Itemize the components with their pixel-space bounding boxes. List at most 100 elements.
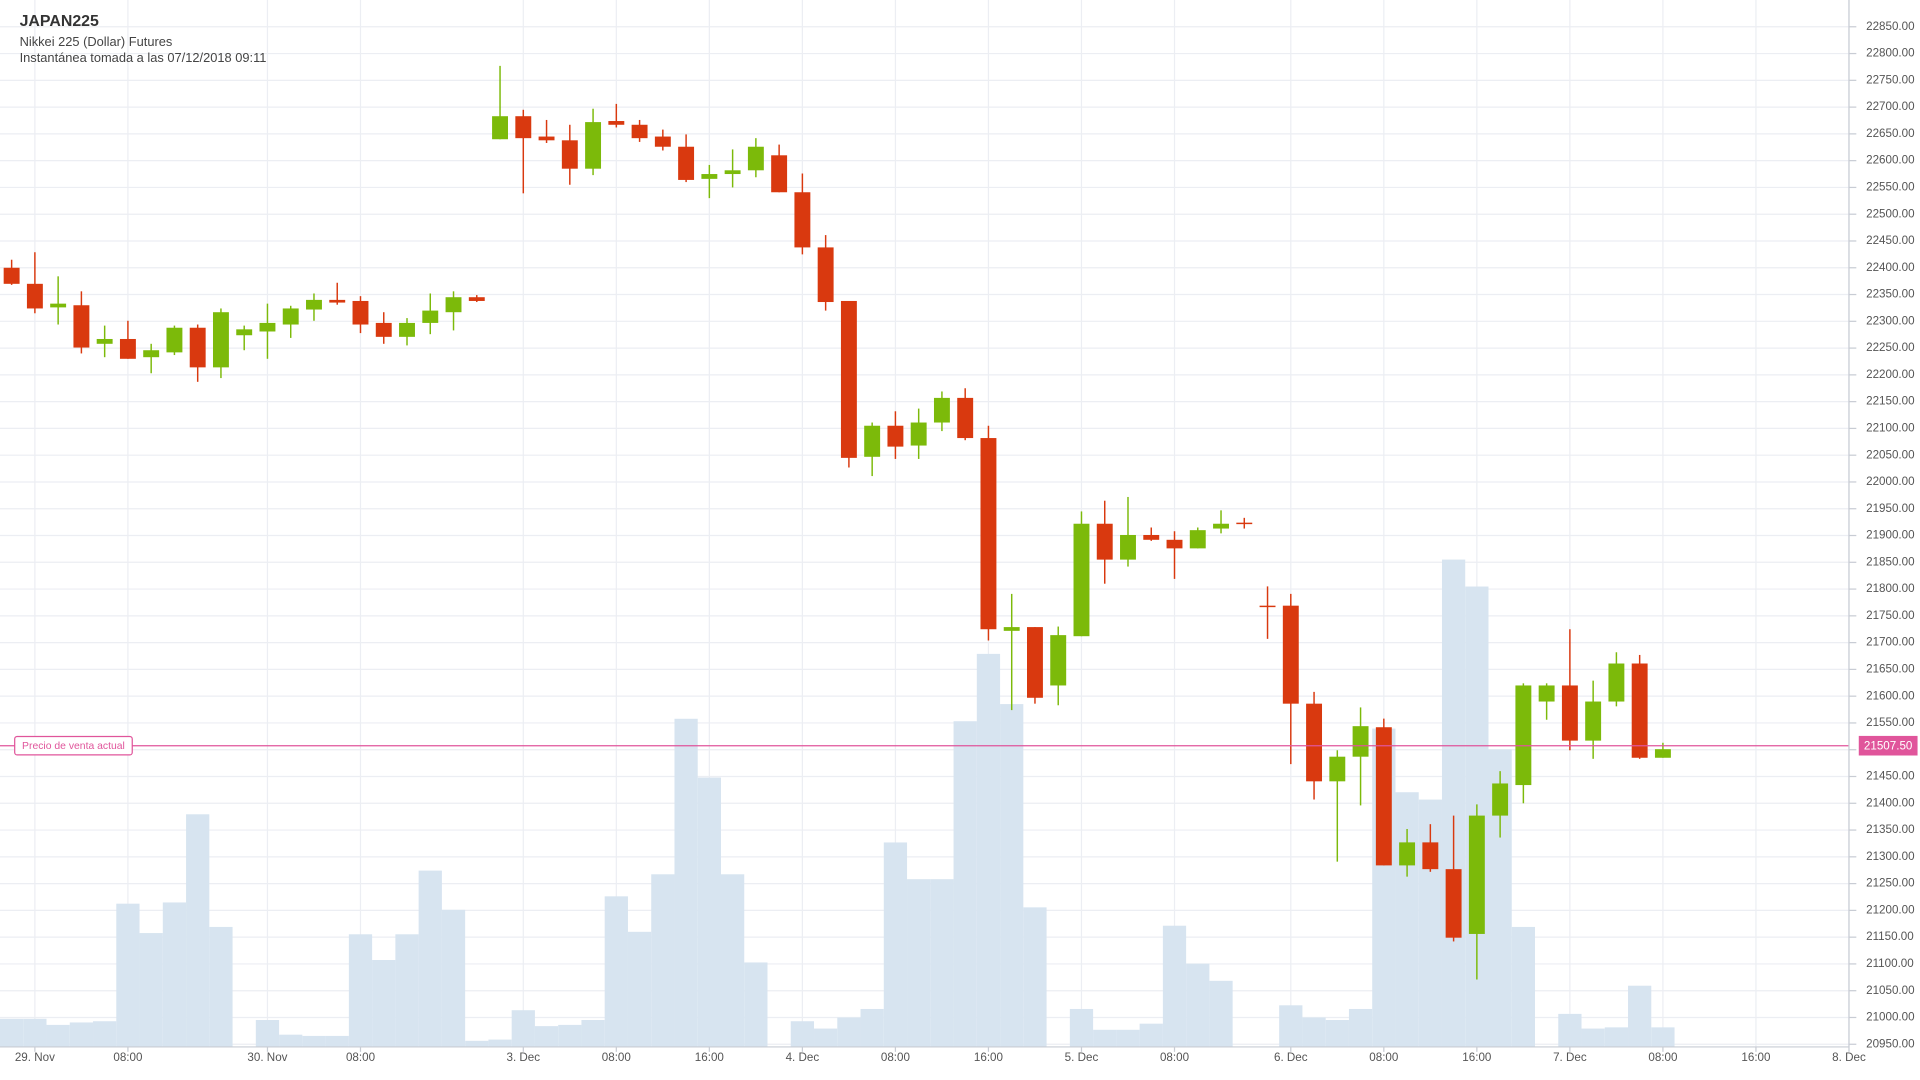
y-tick-label: 22750.00 (1866, 73, 1915, 86)
y-tick-label: 20950.00 (1866, 1037, 1915, 1050)
volume-bar (69, 1022, 94, 1047)
candle-body (399, 322, 415, 337)
y-tick-label: 21600.00 (1866, 689, 1915, 702)
volume-bar (302, 1035, 326, 1047)
candle-body (817, 247, 834, 303)
volume-bar (1093, 1029, 1117, 1047)
x-tick-label: 30. Nov (247, 1051, 287, 1064)
volume-bar (418, 870, 442, 1047)
candle-body (1096, 523, 1113, 560)
x-tick-label: 6. Dec (1274, 1051, 1308, 1064)
x-tick-label: 16:00 (1462, 1051, 1492, 1064)
x-tick-label: 4. Dec (786, 1051, 820, 1064)
y-tick-label: 21000.00 (1866, 1011, 1915, 1024)
y-tick-label: 22400.00 (1866, 261, 1915, 274)
volume-bar (860, 1008, 884, 1047)
y-tick-label: 22050.00 (1866, 448, 1915, 461)
y-tick-label: 22200.00 (1866, 368, 1915, 381)
volume-bar (348, 934, 373, 1047)
volume-bar (1162, 925, 1187, 1047)
volume-bar (1116, 1029, 1140, 1047)
volume-bar (23, 1018, 47, 1047)
candle-body (1259, 605, 1276, 608)
candle-body (1282, 605, 1299, 704)
volume-bar (1139, 1023, 1163, 1047)
candle-body (73, 305, 90, 348)
candle-body (1213, 523, 1229, 529)
candle-body (306, 299, 322, 310)
x-tick-label: 3. Dec (506, 1051, 540, 1064)
candle-body (1585, 701, 1602, 741)
candle-body (1492, 783, 1509, 816)
candle-body (422, 310, 439, 323)
volume-bar (534, 1026, 559, 1047)
x-tick-label: 7. Dec (1553, 1051, 1587, 1064)
y-tick-label: 22550.00 (1866, 181, 1915, 194)
volume-bar (465, 1040, 489, 1047)
volume-bar (46, 1024, 70, 1047)
y-tick-label: 22850.00 (1866, 20, 1915, 33)
volume-bar (279, 1034, 303, 1047)
current-price-tag (14, 735, 133, 756)
candle-body (259, 322, 276, 332)
y-tick-label: 21950.00 (1866, 502, 1915, 515)
volume-bar (1628, 985, 1652, 1047)
candle-body (1608, 663, 1625, 702)
volume-bar (93, 1021, 117, 1047)
candle-body (538, 136, 555, 141)
candle-body (50, 303, 67, 308)
volume-bar (953, 721, 977, 1047)
candle-body (585, 122, 602, 169)
candle-body (282, 308, 299, 325)
volume-bar (1279, 1005, 1303, 1047)
volume-bar (162, 902, 187, 1047)
candle-body (1654, 749, 1671, 758)
candle-body (887, 425, 904, 447)
candle-body (189, 327, 206, 368)
candle-body (1189, 530, 1206, 549)
candle-body (747, 146, 764, 171)
candle-body (1352, 726, 1369, 757)
candle-body (143, 350, 160, 358)
candle-body (957, 397, 974, 439)
volume-bar (116, 903, 140, 1047)
candle-body (166, 327, 183, 353)
x-tick-label: 08:00 (602, 1051, 632, 1064)
volume-bar (930, 879, 954, 1047)
candle-body (96, 338, 113, 344)
candle-body (1399, 842, 1416, 866)
volume-bar (1348, 1008, 1373, 1047)
volume-bar (1023, 907, 1047, 1047)
volume-bar (627, 931, 652, 1047)
y-tick-label: 22000.00 (1866, 475, 1915, 488)
y-tick-label: 21450.00 (1866, 770, 1915, 783)
chart-subtitle: Nikkei 225 (Dollar) Futures (20, 34, 173, 49)
volume-bar (1209, 980, 1233, 1047)
candle-body (1561, 685, 1578, 741)
candle-body (701, 174, 718, 179)
y-tick-label: 21800.00 (1866, 582, 1915, 595)
candle-body (26, 283, 43, 309)
candle-body (631, 124, 648, 139)
volume-bar (814, 1028, 838, 1047)
volume-bar (604, 896, 628, 1047)
candle-body (329, 299, 346, 303)
candle-body (1631, 663, 1648, 758)
candle-body (1236, 522, 1253, 525)
volume-bar (837, 1017, 861, 1047)
candle-body (1445, 869, 1462, 938)
candle-body (1166, 539, 1183, 549)
candle-body (980, 438, 997, 630)
candle-body (1027, 627, 1043, 698)
x-tick-label: 08:00 (881, 1051, 911, 1064)
volume-bar (651, 874, 675, 1047)
candle-body (561, 140, 578, 169)
volume-bar (674, 718, 698, 1047)
candle-body (771, 155, 788, 193)
volume-bar (1302, 1017, 1326, 1047)
y-tick-label: 21350.00 (1866, 823, 1915, 836)
y-tick-label: 22500.00 (1866, 207, 1915, 220)
volume-bar (581, 1020, 605, 1047)
x-tick-label: 08:00 (113, 1051, 143, 1064)
volume-bar (1000, 704, 1024, 1047)
